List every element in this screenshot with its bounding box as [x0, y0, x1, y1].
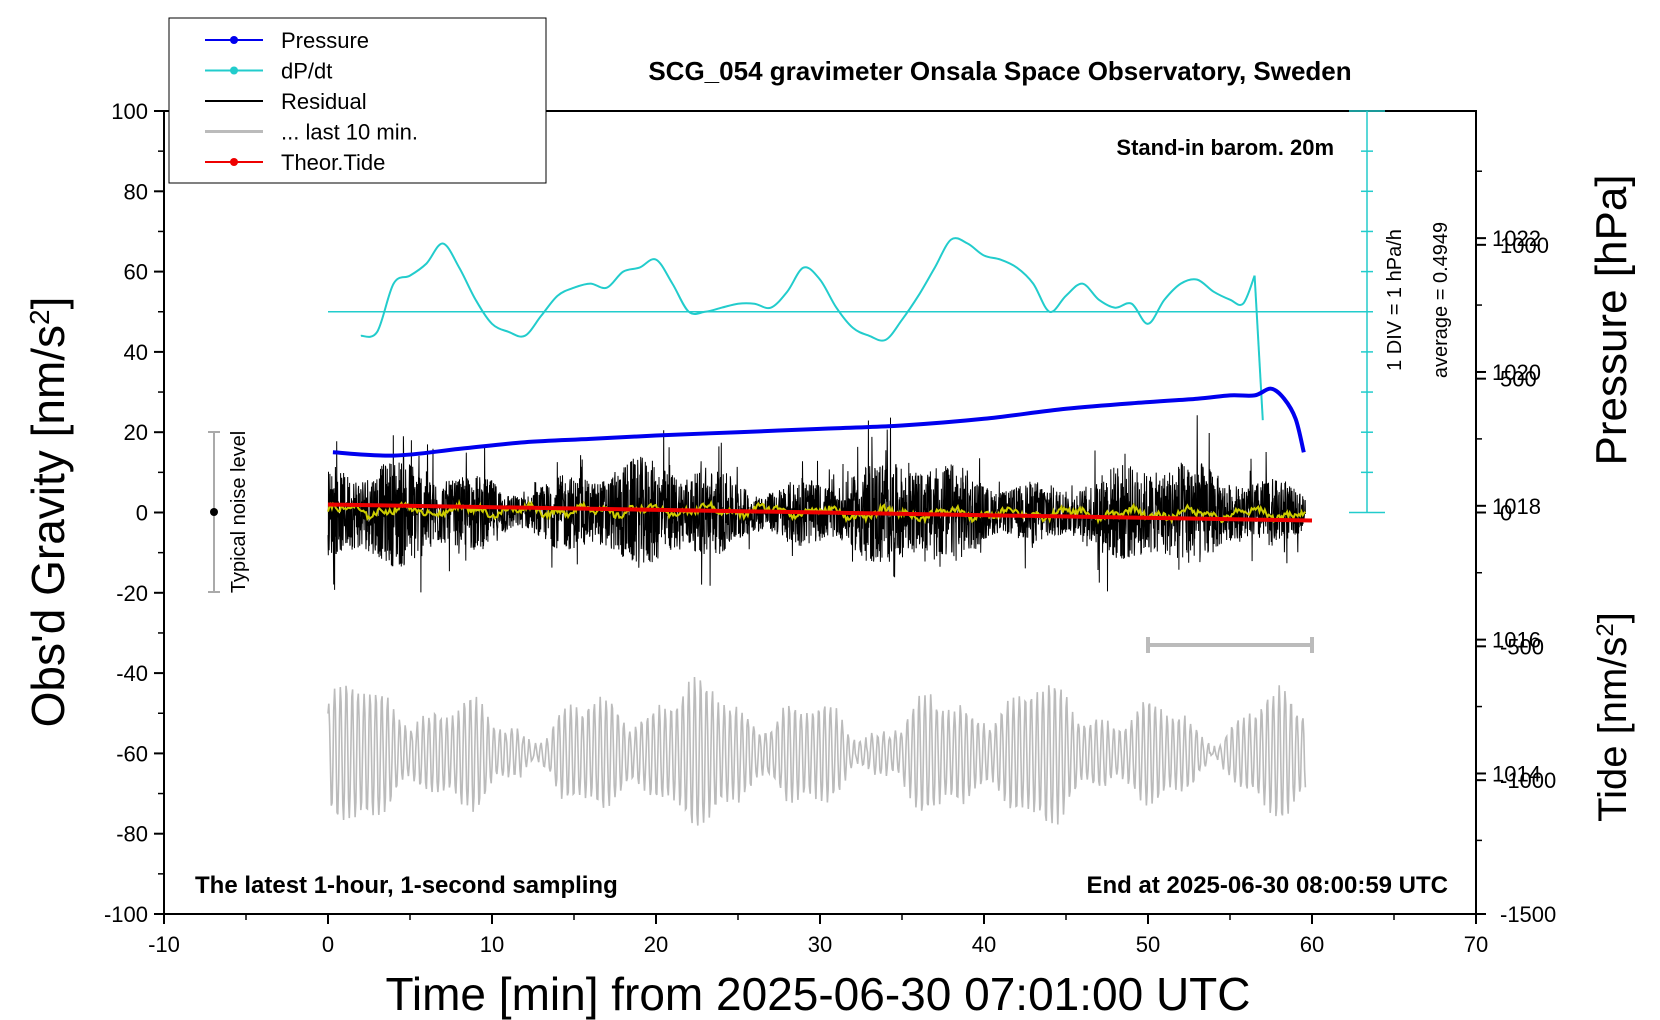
- x-tick-label: 30: [808, 932, 832, 957]
- chart-title: SCG_054 gravimeter Onsala Space Observat…: [648, 56, 1351, 86]
- y-tick-label-left: -20: [116, 581, 148, 606]
- legend-label: Pressure: [281, 28, 369, 53]
- y-axis-label-tide: Tide [nm/s2]: [1591, 612, 1635, 822]
- x-tick-label: 0: [322, 932, 334, 957]
- x-tick-label: 10: [480, 932, 504, 957]
- legend-box: [168, 17, 547, 184]
- legend-label: Residual: [281, 89, 367, 114]
- y-tick-label-left: 40: [124, 340, 148, 365]
- x-axis-ticks: -10 0 10 20 30 40 50 60 70: [148, 914, 1488, 957]
- barometer-note: Stand-in barom. 20m: [1116, 135, 1334, 160]
- last-10-min-line: [327, 676, 1307, 826]
- y-axis-ticks-tide: -1500 -1000 -500 0 500 1000: [1476, 233, 1556, 927]
- residual-smoothed-series: [327, 498, 1307, 525]
- pressure-tick-label: 1014: [1492, 761, 1541, 786]
- dpdt-drop-line: [1253, 275, 1264, 421]
- pressure-series: [332, 386, 1306, 458]
- tide-tick-label: -1500: [1500, 902, 1556, 927]
- dpdt-line: [360, 237, 1256, 342]
- x-tick-label: 40: [972, 932, 996, 957]
- dpdt-series: [360, 237, 1264, 421]
- noise-note: Typical noise level: [228, 431, 250, 593]
- theor-tide-line: [327, 502, 1313, 523]
- residual-smoothed-line: [327, 498, 1307, 525]
- legend-marker: [230, 158, 238, 166]
- x-axis-label: Time [min] from 2025-06-30 07:01:00 UTC: [386, 968, 1251, 1020]
- average-note: average = 0.4949: [1430, 222, 1452, 378]
- pressure-tick-label: 1022: [1492, 226, 1541, 251]
- y-tick-label-left: -80: [116, 822, 148, 847]
- legend-marker: [230, 66, 238, 75]
- x-tick-label: 20: [644, 932, 668, 957]
- theor-tide-series: [327, 502, 1313, 523]
- x-tick-label: 70: [1464, 932, 1488, 957]
- pressure-tick-label: 1020: [1492, 360, 1541, 385]
- scale-div-note: 1 DIV = 1 hPa/h: [1384, 229, 1406, 371]
- y-tick-label-left: -100: [104, 902, 148, 927]
- x-tick-label: 60: [1300, 932, 1324, 957]
- legend-entry-residual: Residual: [205, 89, 367, 114]
- pressure-tick-label: 1016: [1492, 628, 1541, 653]
- tide-tick-label: 0: [1500, 501, 1512, 526]
- x-tick-label: -10: [148, 932, 180, 957]
- y-tick-label-left: 100: [111, 99, 148, 124]
- noise-level-dot: [210, 508, 218, 516]
- y-tick-label-left: -60: [116, 741, 148, 766]
- y-axis-ticks-pressure: 1014 1016 1018 1020 1022: [1476, 170, 1541, 842]
- sampling-note: The latest 1-hour, 1-second sampling: [195, 872, 618, 899]
- legend: Pressure dP/dt Residual ... last 10 min. The…: [168, 17, 547, 184]
- legend-entry-dp-dt: dP/dt: [205, 59, 332, 84]
- tide-tick-label: 1000: [1500, 233, 1549, 258]
- legend-entry-pressure: Pressure: [205, 28, 369, 53]
- tide-tick-label: -1000: [1500, 768, 1556, 793]
- y-tick-label-left: -40: [116, 661, 148, 686]
- legend-marker: [230, 36, 238, 44]
- y-axis-label-left: Obs'd Gravity [nm/s2]: [22, 297, 74, 728]
- y-axis-ticks-left: -100 -80 -60 -40 -20 0 20 40 60 80 100: [104, 99, 164, 927]
- tide-tick-label: 500: [1500, 367, 1537, 392]
- y-tick-label-left: 80: [124, 179, 148, 204]
- y-tick-label-left: 0: [136, 501, 148, 526]
- last-10-min-series: [327, 676, 1307, 826]
- x-tick-label: 50: [1136, 932, 1160, 957]
- legend-label: Theor.Tide: [281, 150, 385, 175]
- dpdt-scale-ruler: [1349, 110, 1385, 514]
- pressure-line: [332, 386, 1306, 458]
- last-10-min-bar: [1146, 637, 1314, 653]
- legend-entry-last-10-min: ... last 10 min.: [205, 120, 418, 145]
- y-tick-label-left: 60: [124, 260, 148, 285]
- pressure-tick-label: 1018: [1492, 494, 1541, 519]
- tide-tick-label: -500: [1500, 634, 1544, 659]
- legend-label: ... last 10 min.: [281, 120, 418, 145]
- legend-entry-theor-tide: Theor.Tide: [205, 150, 385, 175]
- legend-label: dP/dt: [281, 59, 332, 84]
- y-tick-label-left: 20: [124, 420, 148, 445]
- y-axis-label-pressure: Pressure [hPa]: [1587, 174, 1636, 465]
- end-time-note: End at 2025-06-30 08:00:59 UTC: [1087, 872, 1449, 899]
